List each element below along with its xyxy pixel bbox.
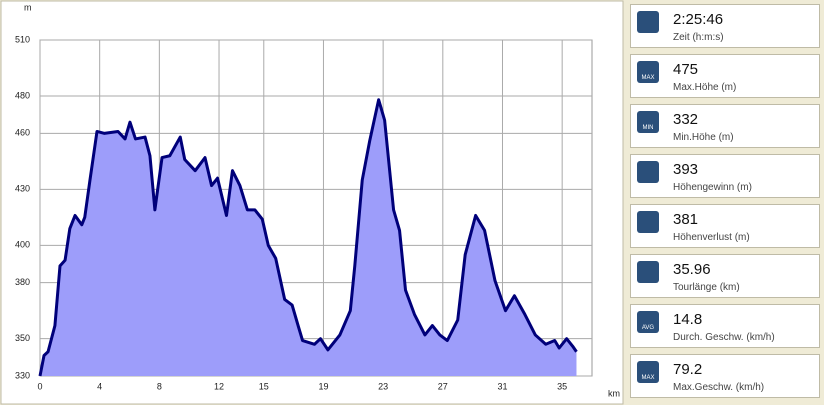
stat-value: 475 bbox=[673, 61, 699, 78]
stat-value: 393 bbox=[673, 161, 699, 178]
stat-value: 2:25:46 bbox=[673, 11, 724, 28]
chart: m km 330 350 380 400 430 460 480 510 0 4 8 12 15 19 23… bbox=[0, 0, 624, 405]
y-tick-label: 330 bbox=[15, 370, 30, 380]
stat-label: Min.Höhe (m) bbox=[673, 132, 734, 143]
stats-panel: 2:25:46 Zeit (h:m:s) MAX 475 Max.Höhe (m) MIN… bbox=[630, 4, 820, 404]
y-tick-label: 400 bbox=[15, 240, 30, 250]
y-tick-label: 510 bbox=[15, 34, 30, 44]
stat-box: MIN 332 Min.Höhe (m) bbox=[630, 104, 820, 148]
area-fill bbox=[40, 99, 577, 376]
stat-box: MAX 79.2 Max.Geschw. (km/h) bbox=[630, 354, 820, 398]
x-tick-label: 35 bbox=[557, 381, 567, 391]
stat-value: 381 bbox=[673, 211, 699, 228]
stat-label: Höhenverlust (m) bbox=[673, 232, 750, 243]
stat-value: 14.8 bbox=[673, 311, 703, 328]
x-unit: km bbox=[608, 388, 620, 398]
stat-icon: AVG bbox=[637, 311, 659, 333]
stat-label: Zeit (h:m:s) bbox=[673, 32, 724, 43]
x-tick-label: 4 bbox=[97, 381, 102, 391]
stat-icon bbox=[637, 11, 659, 33]
x-tick-label: 19 bbox=[318, 381, 328, 391]
stat-icon bbox=[637, 261, 659, 283]
stat-box: 35.96 Tourlänge (km) bbox=[630, 254, 820, 298]
y-tick-label: 460 bbox=[15, 128, 30, 138]
stat-icon: MIN bbox=[637, 111, 659, 133]
elevation-line bbox=[38, 98, 578, 377]
stat-value: 332 bbox=[673, 111, 699, 128]
stat-box: 381 Höhenverlust (m) bbox=[630, 204, 820, 248]
x-tick-label: 15 bbox=[259, 381, 269, 391]
stat-label: Max.Geschw. (km/h) bbox=[673, 382, 765, 393]
y-tick-label: 430 bbox=[15, 184, 30, 194]
x-tick-label: 8 bbox=[157, 381, 162, 391]
stat-icon: MAX bbox=[637, 361, 659, 383]
stat-box: 2:25:46 Zeit (h:m:s) bbox=[630, 4, 820, 48]
stat-icon bbox=[637, 161, 659, 183]
stat-label: Höhengewinn (m) bbox=[673, 182, 752, 193]
x-tick-label: 12 bbox=[214, 381, 224, 391]
stat-value: 35.96 bbox=[673, 261, 711, 278]
x-tick-label: 23 bbox=[378, 381, 388, 391]
stat-value: 79.2 bbox=[673, 361, 703, 378]
x-tick-label: 31 bbox=[497, 381, 507, 391]
stat-box: 393 Höhengewinn (m) bbox=[630, 154, 820, 198]
stat-icon: MAX bbox=[637, 61, 659, 83]
stat-label: Tourlänge (km) bbox=[673, 282, 740, 293]
y-tick-label: 480 bbox=[15, 90, 30, 100]
stat-icon bbox=[637, 211, 659, 233]
x-tick-label: 0 bbox=[37, 381, 42, 391]
y-tick-label: 350 bbox=[15, 333, 30, 343]
stat-box: AVG 14.8 Durch. Geschw. (km/h) bbox=[630, 304, 820, 348]
x-tick-label: 27 bbox=[438, 381, 448, 391]
stat-box: MAX 475 Max.Höhe (m) bbox=[630, 54, 820, 98]
stat-label: Durch. Geschw. (km/h) bbox=[673, 332, 775, 343]
stat-label: Max.Höhe (m) bbox=[673, 82, 737, 93]
y-unit: m bbox=[24, 2, 32, 12]
y-tick-label: 380 bbox=[15, 277, 30, 287]
